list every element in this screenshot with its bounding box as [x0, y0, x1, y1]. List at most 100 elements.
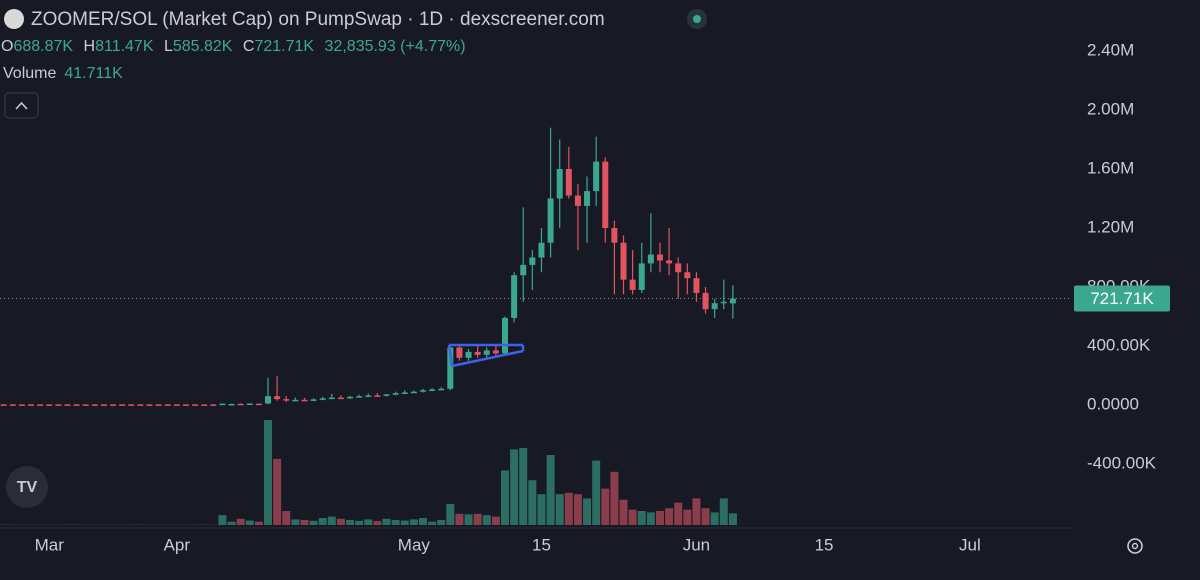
- volume-bar: [336, 518, 345, 525]
- collapse-icon: [15, 101, 28, 110]
- volume-bar: [464, 514, 473, 525]
- volume-bar: [245, 520, 254, 525]
- candle-body: [593, 161, 600, 192]
- candle-body: [684, 272, 691, 279]
- candle-body: [675, 263, 682, 273]
- token-icon: [4, 9, 24, 29]
- candle-body: [447, 347, 454, 389]
- candle-body: [502, 317, 509, 354]
- settings-icon[interactable]: [1127, 538, 1143, 554]
- x-tick-label: Jun: [683, 535, 710, 554]
- candle-body: [574, 195, 581, 206]
- candle-body: [401, 392, 408, 394]
- candle-body: [246, 403, 253, 406]
- candle-body: [265, 396, 271, 404]
- candle-body: [37, 404, 44, 406]
- candle-body: [301, 399, 308, 402]
- volume-bar: [564, 492, 573, 525]
- trend-drawing: [447, 343, 525, 368]
- candle-body: [182, 404, 189, 406]
- candle-body: [27, 404, 34, 406]
- candle-body: [429, 389, 436, 392]
- volume-value: 41.711K: [64, 65, 123, 82]
- candle-body: [556, 169, 563, 199]
- volume-bar: [309, 520, 318, 525]
- candle-body: [228, 403, 235, 406]
- x-tick-label: 15: [532, 535, 551, 554]
- volume-bar: [701, 508, 710, 525]
- volume-bar: [728, 513, 737, 525]
- candle-body: [46, 404, 53, 406]
- volume-bar: [318, 518, 327, 525]
- ohlc-value: 585.82K: [173, 38, 233, 55]
- candle-body: [119, 404, 126, 406]
- candle-body: [128, 404, 135, 406]
- volume-bar: [409, 519, 418, 525]
- volume-bar: [546, 455, 555, 525]
- volume-bar: [482, 515, 491, 525]
- candle-body: [666, 260, 673, 264]
- volume-bar: [710, 512, 719, 525]
- volume-bar: [573, 494, 582, 525]
- candle-body: [283, 399, 290, 401]
- volume-bar: [637, 511, 646, 525]
- candle-body: [328, 397, 335, 400]
- candle-body: [0, 404, 7, 406]
- candle-body: [219, 403, 226, 406]
- volume-bar: [528, 480, 537, 525]
- candle-body: [155, 404, 162, 406]
- collapse-button[interactable]: [4, 92, 39, 119]
- volume-bar: [583, 498, 592, 525]
- volume-bar: [364, 519, 373, 525]
- logo-mark: TV: [17, 479, 38, 496]
- candle-body: [100, 404, 107, 406]
- volume-bar: [510, 449, 519, 525]
- candle-body: [365, 395, 372, 397]
- y-tick-label: -400.00K: [1087, 453, 1157, 472]
- candle-body: [73, 404, 80, 406]
- candle-body: [602, 161, 609, 229]
- x-tick-label: Jul: [959, 535, 981, 554]
- candle-body: [292, 399, 299, 402]
- candle-body: [492, 350, 499, 354]
- candle-body: [693, 278, 700, 293]
- candle-body: [638, 263, 645, 290]
- candle-body: [255, 403, 262, 406]
- volume-bar: [628, 509, 637, 525]
- candle-body: [547, 198, 554, 243]
- volume-bar: [227, 521, 236, 525]
- volume-bar: [683, 509, 692, 525]
- candle-body: [483, 350, 490, 355]
- candle-body: [419, 390, 426, 392]
- volume-bar: [418, 518, 427, 525]
- x-tick-label: Mar: [35, 535, 65, 554]
- candle-body: [392, 393, 399, 395]
- candle-body: [647, 254, 654, 264]
- x-tick-label: Apr: [164, 535, 191, 554]
- candle-body: [529, 257, 536, 265]
- candle-body: [347, 396, 354, 399]
- candle-body: [137, 404, 144, 406]
- candle-body: [620, 242, 627, 280]
- logo: [6, 466, 48, 508]
- candle-body: [374, 395, 381, 397]
- volume-bar: [519, 448, 528, 525]
- candle-body: [629, 279, 636, 290]
- volume-bar: [355, 520, 364, 525]
- candle-body: [146, 404, 153, 406]
- ohlc-key: L: [164, 38, 173, 55]
- volume-bar: [254, 521, 263, 525]
- volume-bar: [555, 494, 564, 525]
- ohlc-value: 811.47K: [95, 38, 154, 55]
- volume-bar: [592, 460, 601, 525]
- ohlc-key: O: [1, 38, 13, 55]
- candle-body: [720, 301, 727, 304]
- candle-body: [410, 391, 417, 394]
- volume-bar: [300, 519, 309, 525]
- volume-bar: [501, 470, 510, 525]
- y-tick-label: 1.60M: [1087, 158, 1134, 177]
- candle-body: [474, 351, 481, 355]
- ohlc-key: C: [243, 38, 255, 55]
